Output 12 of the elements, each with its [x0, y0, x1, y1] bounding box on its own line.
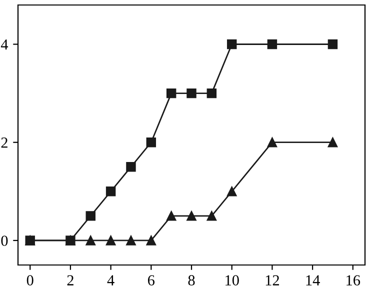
x-tick-label: 2 — [67, 275, 74, 286]
y-tick-label: 4 — [0, 39, 8, 50]
x-tick-label: 16 — [346, 275, 360, 286]
x-tick-label: 4 — [107, 275, 114, 286]
y-tick-label: 0 — [1, 236, 8, 246]
x-tick-label: 12 — [266, 275, 279, 286]
x-tick-label: 14 — [306, 275, 320, 286]
x-tick-label: 8 — [188, 275, 195, 286]
y-tick-label: 2 — [1, 138, 8, 148]
x-tick-label: 0 — [26, 275, 34, 286]
x-tick-label: 6 — [148, 275, 155, 286]
x-tick-label: 10 — [226, 275, 239, 286]
